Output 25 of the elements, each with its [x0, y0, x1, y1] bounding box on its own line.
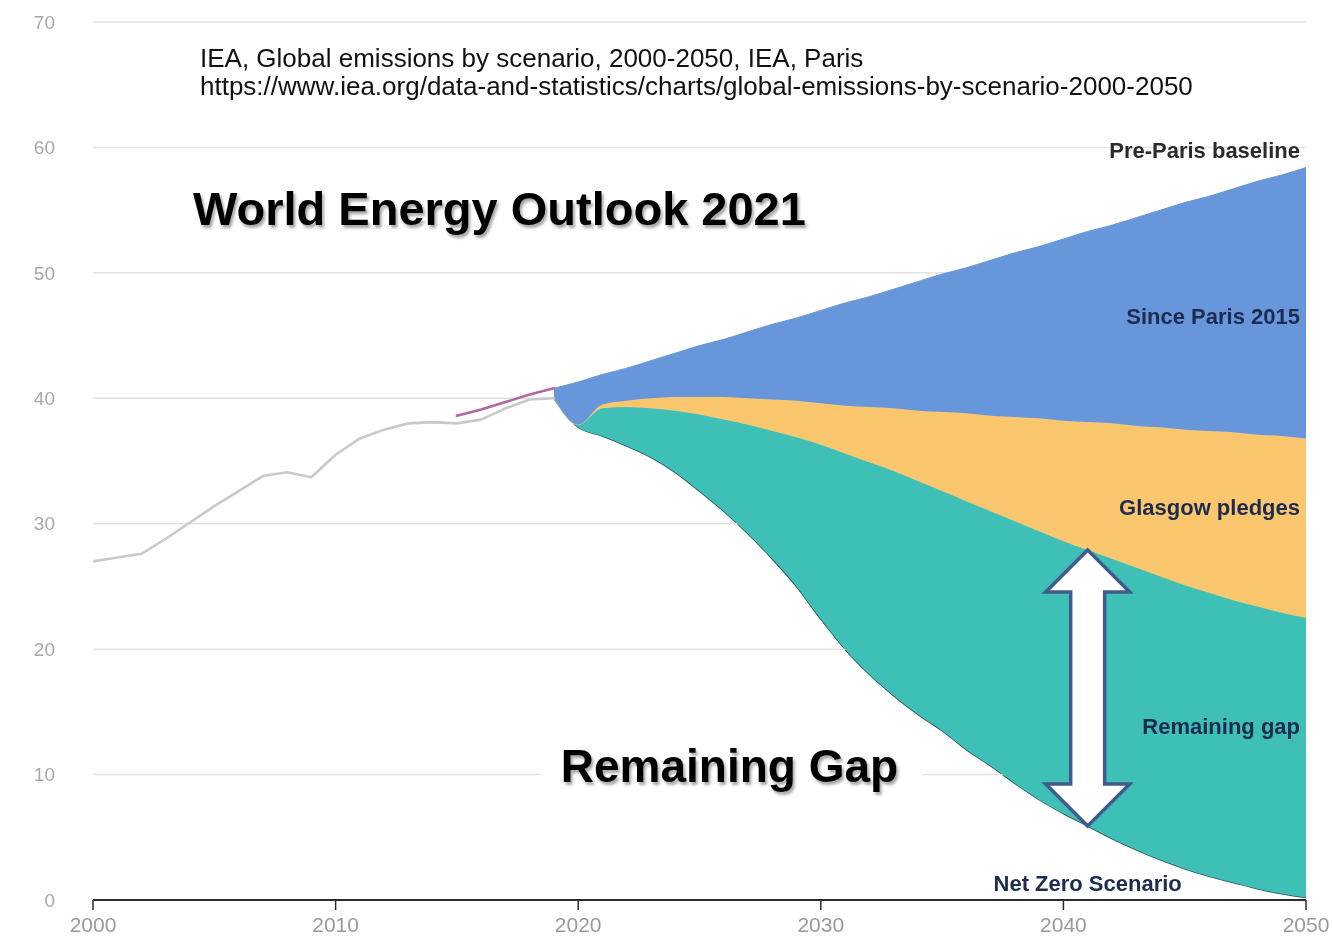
text: World Energy Outlook 2021: [193, 181, 806, 236]
y-tick-label: 20: [33, 638, 55, 660]
series-label: Glasgow pledges: [1119, 494, 1300, 520]
series-label: Remaining gap: [1142, 714, 1300, 740]
x-tick-label: 2030: [797, 912, 845, 936]
y-tick-label: 0: [44, 889, 55, 911]
y-tick-label: 70: [33, 11, 55, 33]
x-tick-label: 2010: [312, 912, 359, 936]
y-tick-label: 60: [33, 137, 55, 159]
line-series: [455, 386, 556, 418]
y-tick-label: 30: [33, 513, 55, 535]
annotation: IEA, Global emissions by scenario, 2000-2050, IEA, Paris: [200, 43, 864, 73]
y-tick-label: 40: [33, 388, 55, 410]
x-tick-label: 2040: [1040, 912, 1087, 936]
x-tick-label: 2020: [554, 912, 602, 936]
x-tick-label: 2050: [1282, 912, 1330, 936]
series-label: Since Paris 2015: [1126, 303, 1300, 329]
annotation: Pre-Paris baseline: [1109, 138, 1300, 164]
x-tick-label: 2000: [69, 912, 117, 936]
y-tick-label: 50: [33, 262, 55, 284]
series-label: Net Zero Scenario: [993, 871, 1182, 897]
annotation: Remaining Gap: [540, 727, 923, 804]
y-tick-label: 10: [33, 764, 55, 786]
line-series: [93, 396, 556, 563]
annotation: https://www.iea.org/data-and-statistics/charts/global-emissions-by-scenario-2000-2050: [200, 71, 1193, 101]
